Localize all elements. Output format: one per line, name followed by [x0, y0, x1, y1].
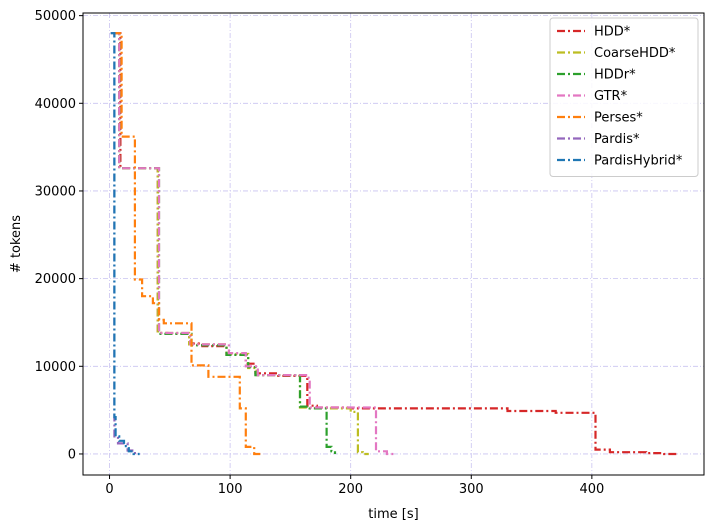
series-line-pardis — [110, 32, 139, 456]
series-line-coarsehdd — [113, 32, 369, 456]
y-tick-label: 10000 — [35, 360, 76, 375]
x-tick-label: 300 — [459, 482, 484, 497]
y-tick-label: 40000 — [35, 97, 76, 112]
legend: HDD* CoarseHDD* HDDr* GTR* Perses* Pardis* Par… — [549, 17, 699, 177]
series-line-pardishybrid — [110, 32, 140, 456]
legend-label: CoarseHDD* — [594, 46, 676, 61]
legend-label: GTR* — [594, 89, 628, 104]
x-tick-label: 400 — [579, 482, 604, 497]
y-tick-label: 50000 — [35, 9, 76, 24]
y-axis-label: # tokens — [9, 215, 24, 273]
x-tick-label: 100 — [218, 482, 243, 497]
legend-label: Perses* — [594, 111, 643, 126]
ticks: 0 100 200 300 400 0 10000 20000 30000 40000 50000 — [35, 9, 605, 497]
y-tick-label: 0 — [68, 447, 76, 462]
legend-label: PardisHybrid* — [594, 154, 683, 169]
x-axis-label: time [s] — [368, 507, 418, 522]
series-line-gtr — [113, 32, 395, 456]
legend-label: HDDr* — [594, 68, 636, 83]
legend-label: Pardis* — [594, 132, 640, 147]
series-lines — [110, 32, 677, 456]
x-tick-label: 200 — [338, 482, 363, 497]
plot-frame — [82, 12, 705, 476]
legend-label: HDD* — [594, 25, 631, 40]
x-tick-label: 0 — [105, 482, 113, 497]
y-tick-label: 30000 — [35, 184, 76, 199]
y-tick-label: 20000 — [35, 272, 76, 287]
series-line-perses — [113, 32, 261, 456]
legend-box — [549, 17, 699, 177]
